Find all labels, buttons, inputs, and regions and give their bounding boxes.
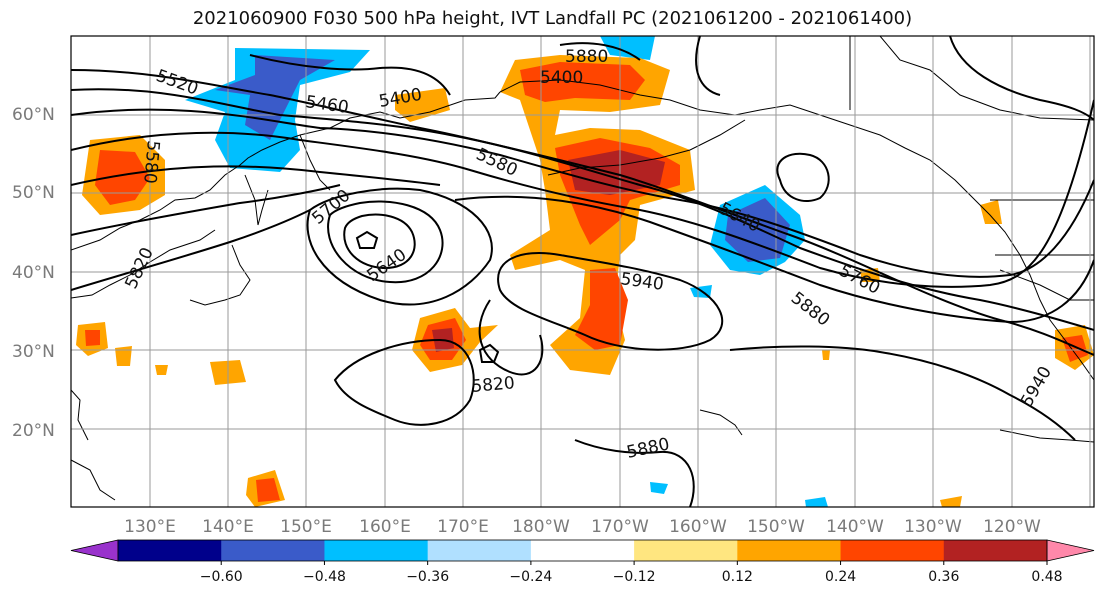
contour-line xyxy=(729,345,1076,441)
contour-line xyxy=(478,299,544,376)
contour-line xyxy=(71,88,1094,331)
lon-label: 120°W xyxy=(983,517,1041,537)
ivt-positive-region xyxy=(395,88,450,122)
lon-label: 150°W xyxy=(747,517,805,537)
height-contours xyxy=(71,36,1094,507)
contour-line xyxy=(71,165,441,186)
ivt-positive-region xyxy=(940,496,962,507)
lon-label: 170°E xyxy=(437,517,489,537)
ivt-positive-region xyxy=(85,330,100,346)
plot-frame xyxy=(70,35,1095,508)
lat-label: 20°N xyxy=(12,421,55,441)
colorbar-tick-label: 0.12 xyxy=(722,569,753,585)
contour-line xyxy=(333,338,475,426)
colorbar-segment xyxy=(427,540,532,561)
colorbar-tick-label: −0.24 xyxy=(509,569,552,585)
colorbar: −0.60 −0.48 −0.36 −0.24 −0.12 0.12 0.24 0.36 0.4… xyxy=(70,539,1095,585)
colorbar-segment xyxy=(943,540,1048,561)
lon-label: 140°E xyxy=(202,517,254,537)
colorbar-frame xyxy=(117,539,1048,562)
contour-line xyxy=(71,209,311,291)
contour-line xyxy=(454,195,1094,324)
ivt-positive-region xyxy=(575,268,628,350)
ivt-negative-region xyxy=(805,497,828,507)
contour-line xyxy=(306,187,493,306)
contour-line xyxy=(249,54,451,96)
contour-line xyxy=(559,42,641,61)
contour-label: 5460 xyxy=(304,92,350,118)
lon-label: 130°E xyxy=(124,517,176,537)
longitude-labels: 130°E 140°E 150°E 160°E 170°E 180°W 170°W 160°W… xyxy=(124,517,1041,537)
contour-line xyxy=(71,184,341,236)
lon-label: 160°W xyxy=(669,517,727,537)
contour-label: 5880 xyxy=(565,47,608,67)
contour-line xyxy=(478,343,500,363)
contour-line xyxy=(497,252,724,351)
contour-label: 5580 xyxy=(139,140,163,185)
contour-label: 5700 xyxy=(308,186,354,229)
contour-label: 5820 xyxy=(471,373,516,397)
contour-label: 5880 xyxy=(625,434,671,463)
lon-label: 160°E xyxy=(359,517,411,537)
ivt-negative-region xyxy=(600,36,655,60)
colorbar-segment xyxy=(530,540,635,561)
contour-label: 5400 xyxy=(540,68,583,88)
ivt-positive-region xyxy=(520,62,645,102)
lon-label: 130°W xyxy=(904,517,962,537)
ivt-negative-region xyxy=(650,482,668,494)
lon-label: 150°E xyxy=(280,517,332,537)
contour-line xyxy=(71,69,1094,356)
ivt-positive-region xyxy=(256,478,280,502)
lon-label: 140°W xyxy=(826,517,884,537)
colorbar-tick-label: −0.36 xyxy=(406,569,449,585)
lat-label: 30°N xyxy=(12,342,55,362)
lat-label: 60°N xyxy=(12,105,55,125)
ivt-negative-region xyxy=(215,55,335,140)
contour-label: 5880 xyxy=(787,288,833,330)
colorbar-tick-label: −0.48 xyxy=(303,569,346,585)
lon-label: 180°W xyxy=(512,517,570,537)
colorbar-segment xyxy=(634,540,738,561)
latitude-labels: 60°N 50°N 40°N 30°N 20°N xyxy=(12,105,55,441)
ivt-positive-region xyxy=(155,365,168,375)
colorbar-tick-label: −0.12 xyxy=(613,569,656,585)
contour-label: 5640 xyxy=(363,245,410,286)
lat-label: 40°N xyxy=(12,263,55,283)
lat-label: 50°N xyxy=(12,183,55,203)
colorbar-segment xyxy=(840,540,945,561)
contour-line xyxy=(949,36,1094,121)
colorbar-segment xyxy=(118,540,222,561)
colorbar-tick-label: −0.60 xyxy=(200,569,243,585)
contour-line xyxy=(343,213,416,270)
ivt-positive-region xyxy=(822,350,830,360)
ivt-positive-region xyxy=(95,150,150,205)
contour-label: 5940 xyxy=(1017,363,1056,410)
contour-line xyxy=(71,99,1094,288)
contour-line xyxy=(355,230,379,249)
contour-label: 5820 xyxy=(121,244,157,292)
contour-line xyxy=(695,36,721,96)
ivt-positive-region xyxy=(980,200,1002,224)
colorbar-extend-high xyxy=(1046,539,1095,562)
contour-line xyxy=(574,439,695,507)
colorbar-tick-label: 0.36 xyxy=(928,569,959,585)
contour-line xyxy=(327,200,444,284)
ivt-positive-region xyxy=(115,346,132,366)
colorbar-segment xyxy=(737,540,842,561)
colorbar-segment xyxy=(324,540,429,561)
contour-line xyxy=(776,152,830,202)
colorbar-tick-label: 0.24 xyxy=(825,569,856,585)
colorbar-segment xyxy=(221,540,325,561)
lon-label: 170°W xyxy=(591,517,649,537)
colorbar-tick-label: 0.48 xyxy=(1031,569,1062,585)
ivt-positive-region xyxy=(1062,335,1088,362)
colorbar-extend-low xyxy=(70,539,119,562)
map-title: 2021060900 F030 500 hPa height, IVT Land… xyxy=(192,8,913,29)
contour-line xyxy=(71,108,1094,278)
